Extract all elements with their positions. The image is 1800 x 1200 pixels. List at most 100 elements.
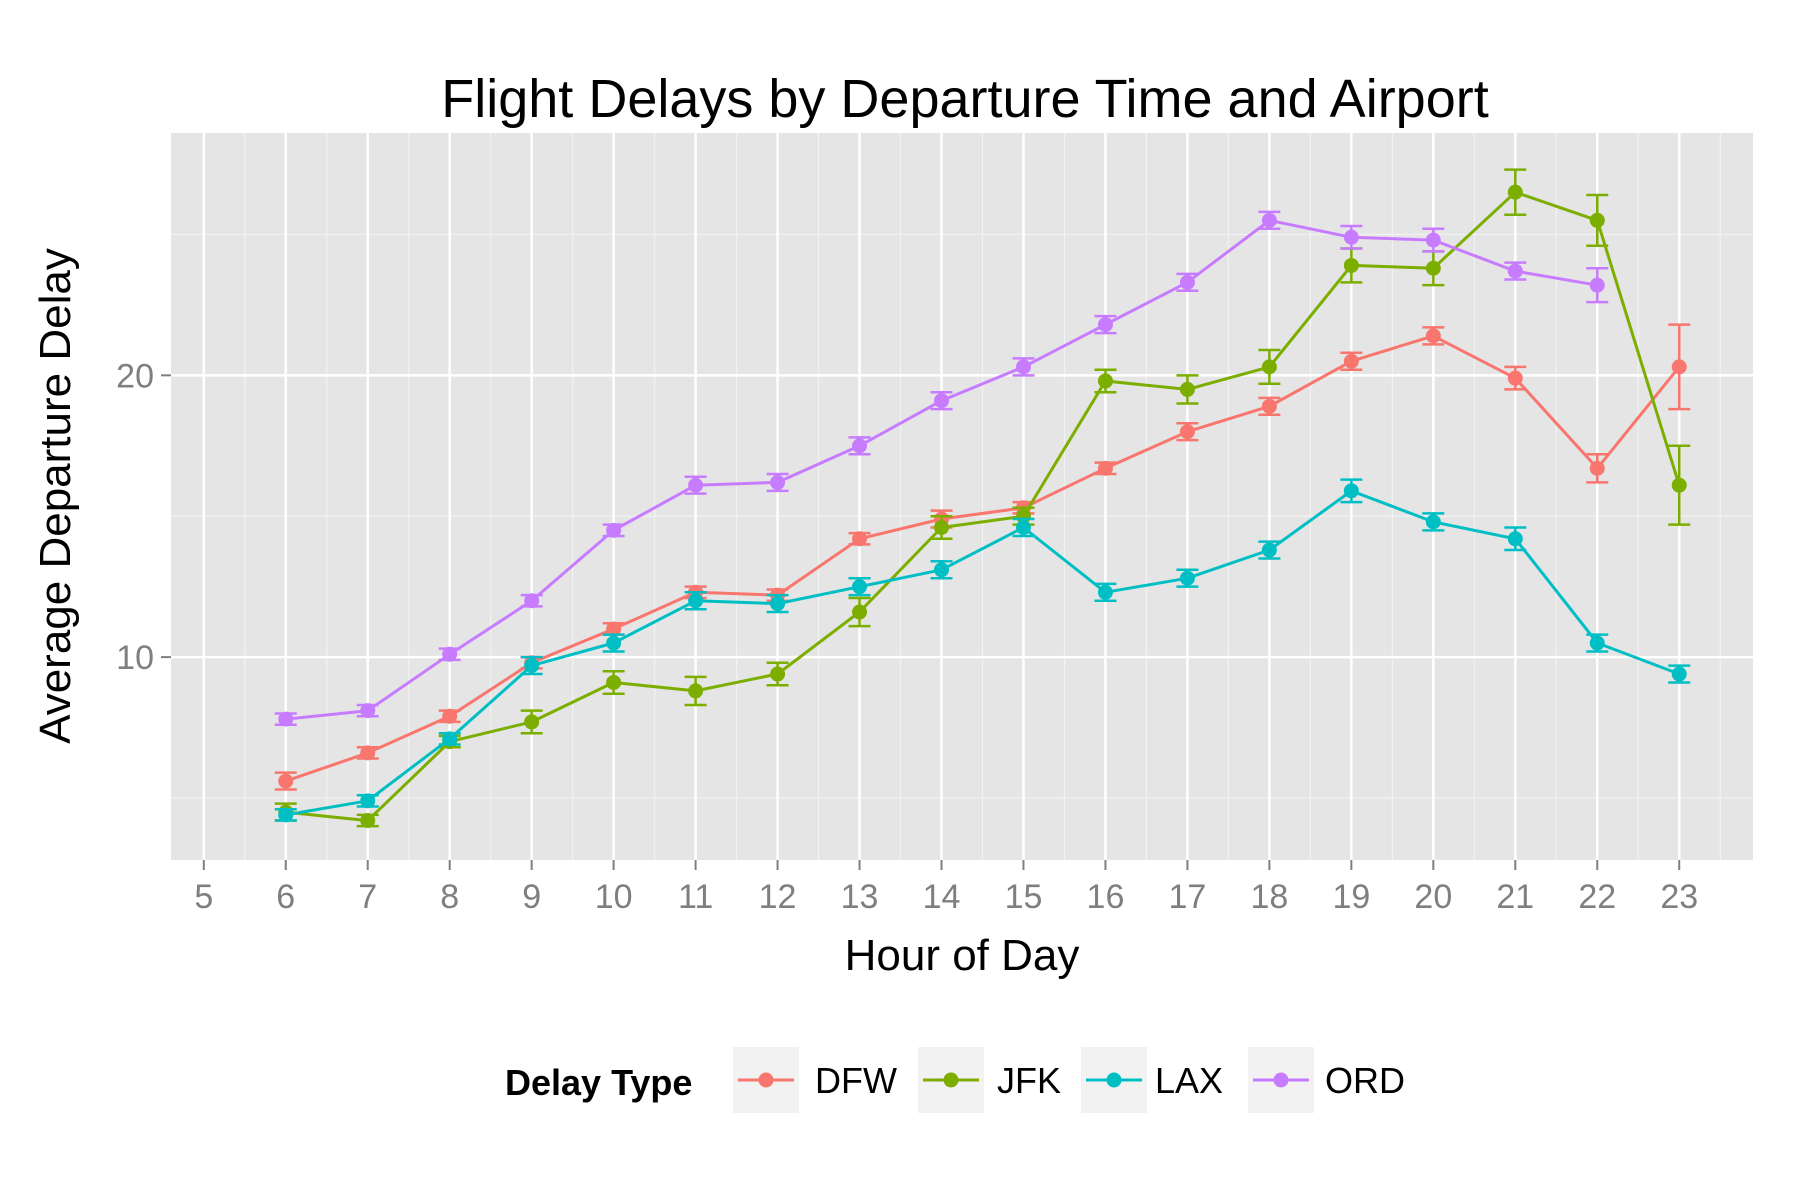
legend-item-jfk: JFK: [918, 1047, 1061, 1113]
x-tick-label: 14: [923, 878, 961, 916]
data-point: [442, 731, 458, 747]
data-point: [1671, 477, 1687, 493]
data-point: [278, 711, 294, 727]
data-point: [852, 579, 868, 595]
x-tick-label: 18: [1250, 878, 1288, 916]
data-point: [934, 393, 950, 409]
x-tick-label: 23: [1660, 878, 1698, 916]
legend-key-point: [1273, 1072, 1289, 1088]
data-point: [688, 477, 704, 493]
series-lax: [274, 478, 1691, 823]
x-axis: 5 6 7 8 9 10 11 12 13 14 15 16 17 18 19 20 21 22 23: [194, 860, 1698, 916]
data-point: [360, 793, 376, 809]
data-point: [442, 646, 458, 662]
data-point: [360, 745, 376, 761]
data-point: [1589, 460, 1605, 476]
x-tick-label: 12: [759, 878, 797, 916]
legend-key-point: [1106, 1072, 1122, 1088]
legend-title: Delay Type: [505, 1062, 692, 1103]
data-point: [1589, 277, 1605, 293]
x-tick-label: 16: [1087, 878, 1125, 916]
legend-label: JFK: [997, 1060, 1061, 1101]
data-point: [1425, 260, 1441, 276]
data-point: [1097, 584, 1113, 600]
data-point: [1507, 370, 1523, 386]
x-tick-label: 17: [1169, 878, 1207, 916]
data-point: [1015, 359, 1031, 375]
data-point: [1589, 212, 1605, 228]
data-point: [852, 604, 868, 620]
series-line: [285, 489, 1680, 817]
data-point: [1343, 483, 1359, 499]
data-point: [1343, 229, 1359, 245]
x-tick-label: 5: [194, 878, 213, 916]
legend-item-ord: ORD: [1248, 1047, 1405, 1113]
data-point: [524, 714, 540, 730]
x-tick-label: 13: [841, 878, 879, 916]
legend-item-dfw: DFW: [733, 1047, 897, 1113]
x-tick-label: 8: [440, 878, 459, 916]
series-ord: [274, 210, 1609, 727]
x-tick-label: 9: [522, 878, 541, 916]
data-point: [606, 621, 622, 637]
x-tick-label: 15: [1005, 878, 1043, 916]
data-point: [278, 773, 294, 789]
data-point: [1343, 353, 1359, 369]
data-point: [1425, 514, 1441, 530]
x-tick-label: 11: [678, 878, 713, 916]
plot-panel: [171, 133, 1753, 860]
data-point: [1097, 317, 1113, 333]
data-point: [1507, 263, 1523, 279]
data-point: [606, 674, 622, 690]
data-point: [770, 666, 786, 682]
data-point: [852, 438, 868, 454]
data-point: [934, 562, 950, 578]
data-point: [360, 813, 376, 829]
data-point: [1179, 424, 1195, 440]
series-line: [285, 334, 1681, 783]
x-axis-label: Hour of Day: [845, 931, 1080, 980]
data-point: [688, 683, 704, 699]
y-axis: 10 20: [116, 357, 171, 677]
x-tick-label: 21: [1496, 878, 1534, 916]
x-tick-label: 10: [595, 878, 633, 916]
data-point: [1015, 519, 1031, 535]
legend-label: DFW: [815, 1060, 897, 1101]
series-layer: [274, 168, 1691, 829]
data-point: [1507, 184, 1523, 200]
data-point: [1589, 635, 1605, 651]
data-point: [1179, 381, 1195, 397]
data-point: [1097, 460, 1113, 476]
data-point: [1507, 531, 1523, 547]
data-point: [1671, 359, 1687, 375]
data-point: [770, 596, 786, 612]
x-tick-label: 22: [1578, 878, 1616, 916]
x-tick-label: 19: [1332, 878, 1370, 916]
minor-grid: [171, 133, 1753, 860]
data-point: [1261, 212, 1277, 228]
data-point: [1261, 398, 1277, 414]
data-point: [524, 658, 540, 674]
data-point: [770, 474, 786, 490]
chart-title: Flight Delays by Departure Time and Airp…: [441, 69, 1488, 129]
data-point: [1261, 542, 1277, 558]
data-point: [1343, 257, 1359, 273]
legend: Delay Type DFW JFK LAX ORD: [505, 1047, 1405, 1113]
data-point: [1425, 232, 1441, 248]
data-point: [1671, 666, 1687, 682]
data-point: [934, 519, 950, 535]
legend-key-point: [943, 1072, 959, 1088]
legend-item-lax: LAX: [1081, 1047, 1223, 1113]
data-point: [524, 593, 540, 609]
data-point: [852, 531, 868, 547]
data-point: [1179, 570, 1195, 586]
data-point: [1261, 359, 1277, 375]
y-tick-label: 10: [116, 639, 154, 677]
legend-label: ORD: [1325, 1060, 1405, 1101]
data-point: [442, 708, 458, 724]
data-point: [1097, 373, 1113, 389]
data-point: [278, 807, 294, 823]
legend-label: LAX: [1155, 1060, 1223, 1101]
x-tick-label: 20: [1414, 878, 1452, 916]
